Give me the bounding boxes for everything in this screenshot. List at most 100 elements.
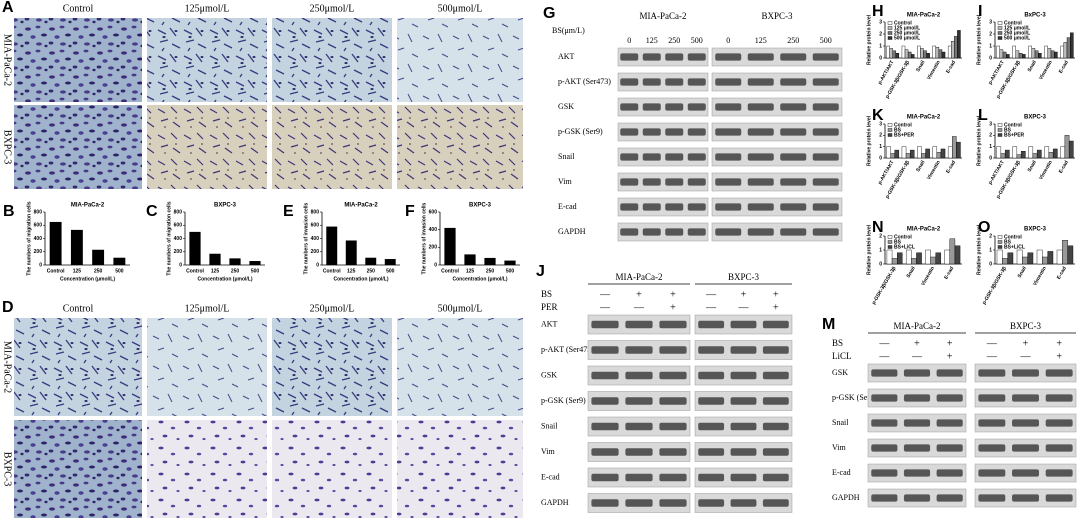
- y-tick-label: 1: [989, 144, 992, 150]
- blot-band: [978, 369, 1006, 377]
- blot-band: [1045, 469, 1073, 477]
- y-tick-label: 0: [879, 155, 882, 161]
- lane-label: 125: [755, 36, 767, 45]
- legend-swatch: [997, 21, 1003, 25]
- bar: [891, 258, 898, 265]
- legend-swatch: [887, 128, 893, 132]
- blot-band: [978, 394, 1006, 402]
- chart-title: BxPC-3: [1024, 13, 1046, 19]
- bar: [1053, 51, 1058, 59]
- bar: [1068, 140, 1074, 159]
- x-tick-label: 500: [386, 268, 395, 274]
- y-tick-label: 0: [39, 262, 42, 268]
- blot-band: [625, 320, 653, 329]
- blot-band: [871, 494, 898, 502]
- condition-sign: —: [599, 302, 611, 313]
- x-tick-label: E-cad: [945, 60, 957, 75]
- bar: [949, 238, 956, 265]
- blot-band: [903, 419, 931, 427]
- blot-band: [978, 469, 1006, 477]
- bar: [936, 152, 942, 159]
- bar: [1060, 45, 1064, 59]
- blot-band: [625, 346, 653, 354]
- bar: [1004, 149, 1010, 159]
- panel-label: N: [872, 219, 884, 236]
- blot-strip: [711, 72, 843, 92]
- legend-label: Control: [1004, 122, 1022, 128]
- protein-label: p-AKT (Ser473): [541, 345, 594, 354]
- blot-band: [1012, 494, 1039, 502]
- blot-band: [665, 103, 684, 111]
- blot-band: [659, 473, 687, 482]
- legend-swatch: [887, 26, 893, 30]
- legend-swatch: [997, 133, 1003, 137]
- panel-label: C: [146, 203, 158, 220]
- protein-label: Snail: [541, 421, 558, 430]
- bar: [996, 146, 1002, 159]
- condition-sign: +: [741, 289, 747, 300]
- bar: [905, 249, 912, 265]
- blot-band: [625, 422, 653, 431]
- x-tick-label: p-GSK-3β/GSK-3β: [981, 266, 1008, 306]
- protein-label: Vim: [541, 447, 556, 456]
- blot-band: [620, 203, 639, 211]
- chart-title: BXPC-3: [1024, 227, 1047, 233]
- protein-label: p-GSK (Ser9): [541, 396, 586, 405]
- blot-band: [762, 320, 789, 329]
- condition-sign: +: [670, 289, 676, 300]
- y-tick-label: 2: [989, 133, 992, 139]
- bar: [1015, 50, 1020, 59]
- legend-swatch: [997, 26, 1003, 30]
- blot-band: [812, 78, 839, 86]
- bar: [1044, 146, 1050, 159]
- blot-band: [871, 394, 898, 402]
- protein-label: Snail: [832, 418, 849, 427]
- x-tick-label: 250: [367, 268, 376, 274]
- bar: [1069, 32, 1074, 59]
- bar: [1027, 252, 1034, 265]
- bar: [1002, 51, 1007, 59]
- blot-band: [642, 228, 661, 236]
- bar: [954, 245, 961, 265]
- x-tick-label: 125: [347, 268, 356, 274]
- blot-band: [936, 469, 963, 477]
- blot-band: [665, 78, 684, 86]
- x-tick-label: E-cad: [945, 160, 957, 175]
- bar: [1067, 245, 1074, 265]
- x-tick-label: Snail: [1027, 59, 1038, 73]
- blot-band: [715, 128, 742, 136]
- blot-band: [812, 228, 839, 236]
- chart-title: MIA-PaCa-2: [71, 203, 105, 209]
- bar: [951, 41, 955, 59]
- blot-band: [715, 228, 742, 236]
- lane-label: 250: [668, 36, 680, 45]
- bar: [1063, 42, 1068, 59]
- bar: [70, 229, 83, 265]
- micrograph: [14, 420, 142, 518]
- protein-label: GSK: [558, 102, 574, 111]
- x-tick-label: 125: [211, 268, 220, 274]
- micrograph: [272, 18, 392, 102]
- blot-band: [659, 320, 687, 329]
- blot-band: [936, 369, 963, 377]
- blot-band: [591, 346, 619, 354]
- y-tick-label: 600: [311, 223, 320, 229]
- blot-band: [936, 494, 963, 502]
- micrograph: [397, 18, 523, 102]
- legend-label: 250 μmol/L: [1004, 30, 1030, 36]
- bar: [910, 54, 915, 59]
- blot-band: [698, 371, 725, 380]
- chart-title: MIA-PaCa-2: [344, 203, 378, 209]
- y-tick-label: 1: [989, 43, 992, 49]
- blot-band: [730, 346, 757, 354]
- bar: [504, 260, 516, 265]
- x-tick-label: 500: [506, 268, 515, 274]
- blot-strip: [617, 97, 709, 117]
- x-tick-label: 500: [251, 268, 260, 274]
- panel-label: F: [405, 203, 415, 220]
- group-label: BXPC-3: [761, 11, 793, 21]
- y-tick-label: 0: [316, 262, 319, 268]
- protein-label: p-GSK (Ser9): [558, 127, 603, 136]
- chart-title: MIA-PaCa-2: [907, 115, 941, 121]
- bar: [1062, 239, 1068, 265]
